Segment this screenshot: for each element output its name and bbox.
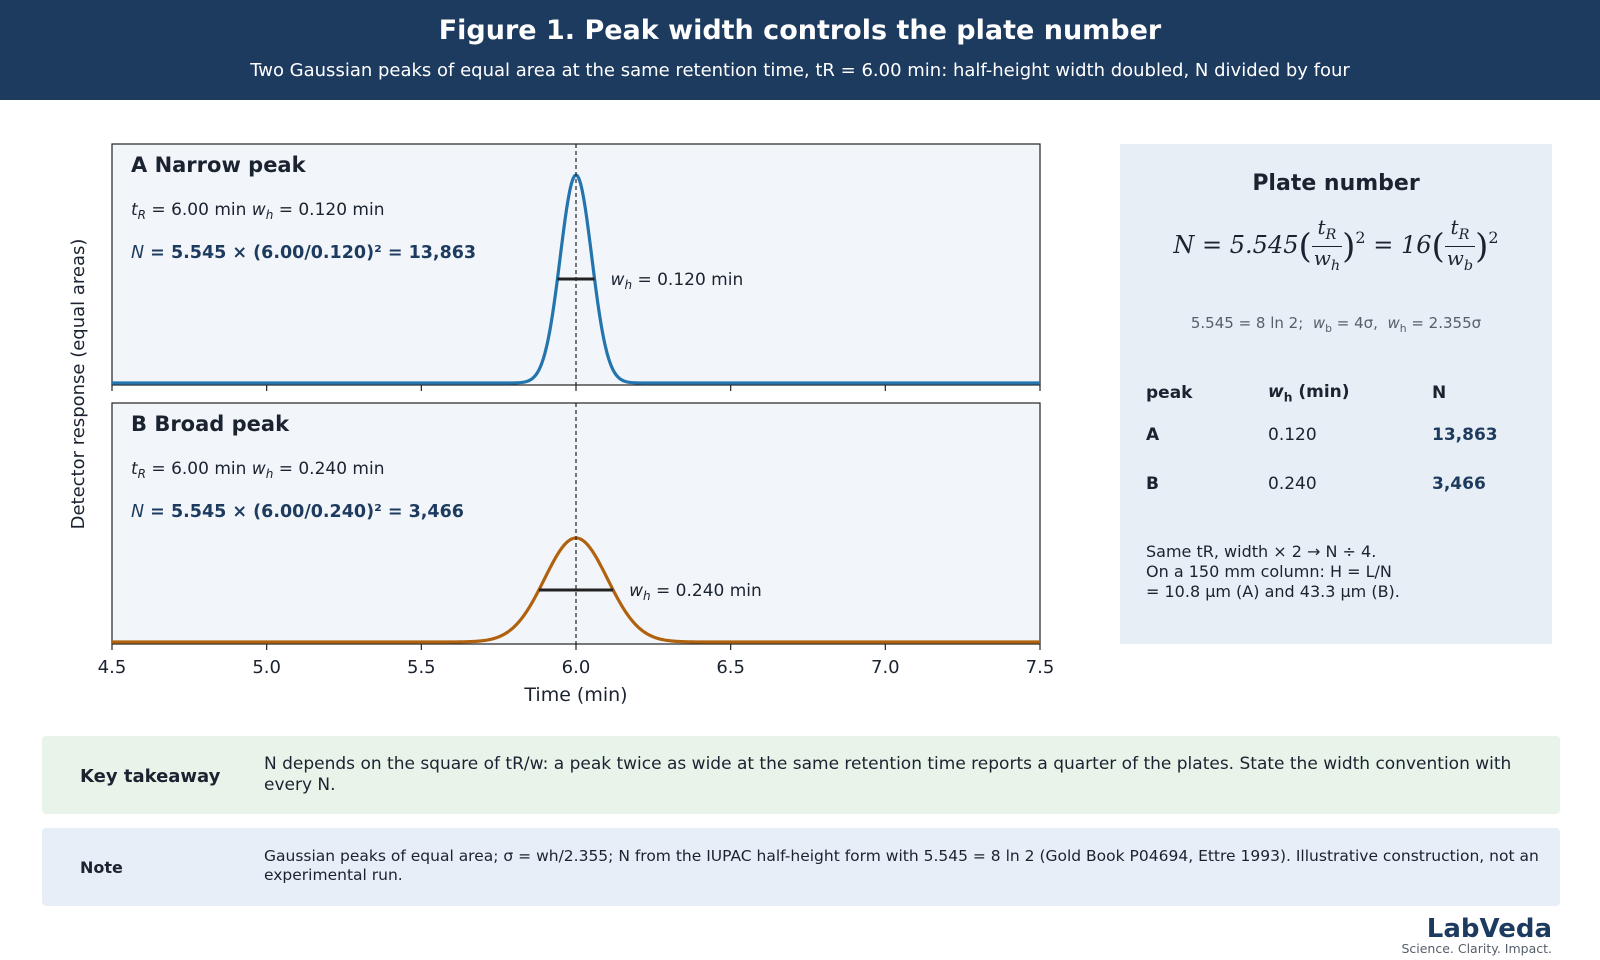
x-tick-label: 5.5 <box>407 657 436 678</box>
figure-header: Figure 1. Peak width controls the plate … <box>0 0 1600 100</box>
plate-number-formula: N = 5.545(tR wh)2 = 16(tR wb)2 <box>1173 215 1499 274</box>
panel-b-title: B Broad peak <box>131 412 290 436</box>
plate-number-table: peak wh (min) N A 0.120 13,863 B 0.240 3… <box>1146 376 1498 508</box>
half-height-width-label: wh = 0.120 min <box>611 270 744 292</box>
table-row: A 0.120 13,863 <box>1146 410 1498 459</box>
formula-mid: = 16 <box>1373 231 1432 259</box>
x-tick-label: 7.5 <box>1026 657 1055 678</box>
x-tick-label: 7.0 <box>871 657 900 678</box>
note-label: Note <box>80 858 123 877</box>
panel-a-equation: N = 5.545 × (6.00/0.120)² = 13,863 <box>131 243 476 263</box>
figure-title: Figure 1. Peak width controls the plate … <box>438 15 1162 46</box>
note-box: Note Gaussian peaks of equal area; σ = w… <box>42 828 1560 906</box>
formula-relations: 5.545 = 8 ln 2; wb = 4σ, wh = 2.355σ <box>1190 314 1482 335</box>
table-cell-wh: 0.240 <box>1268 473 1317 494</box>
table-row: B 0.240 3,466 <box>1146 459 1498 508</box>
table-cell-n: 13,863 <box>1432 424 1498 445</box>
table-cell-n: 3,466 <box>1432 473 1486 494</box>
brand-tagline: Science. Clarity. Impact. <box>1401 941 1552 956</box>
figure-subtitle: Two Gaussian peaks of equal area at the … <box>250 60 1350 81</box>
panel-b-params: tR = 6.00 min wh = 0.240 min <box>131 459 385 481</box>
plate-number-title: Plate number <box>1252 171 1420 196</box>
plate-number-footer: Same tR, width × 2 → N ÷ 4. On a 150 mm … <box>1146 542 1400 601</box>
x-tick-label: 4.5 <box>98 657 127 678</box>
plate-number-panel: Plate number N = 5.545(tR wh)2 = 16(tR wb)… <box>1120 144 1552 644</box>
x-tick-label: 6.0 <box>562 657 591 678</box>
col-n: N <box>1432 383 1447 403</box>
note-text: Gaussian peaks of equal area; σ = wh/2.3… <box>264 847 1539 884</box>
key-takeaway-text: N depends on the square of tR/w: a peak … <box>264 754 1512 795</box>
brand-logo: LabVeda <box>1426 914 1552 944</box>
key-takeaway-label: Key takeaway <box>80 766 221 787</box>
y-axis-label: Detector response (equal areas) <box>68 239 89 530</box>
key-takeaway-box: Key takeaway N depends on the square of … <box>42 736 1560 814</box>
table-cell-peak: A <box>1146 424 1160 445</box>
col-peak: peak <box>1146 383 1193 403</box>
table-cell-peak: B <box>1146 473 1159 494</box>
panel-a-title: A Narrow peak <box>131 153 307 177</box>
chromatogram-chart: wh = 0.120 min A Narrow peak tR = 6.00 min… <box>68 143 1055 706</box>
panel-a-params: tR = 6.00 min wh = 0.120 min <box>131 200 385 222</box>
col-wh: wh (min) <box>1268 381 1350 405</box>
panel-b-equation: N = 5.545 × (6.00/0.240)² = 3,466 <box>131 502 464 522</box>
table-header-row: peak wh (min) N <box>1146 376 1498 410</box>
x-tick-label: 5.0 <box>252 657 281 678</box>
x-tick-label: 6.5 <box>716 657 745 678</box>
table-cell-wh: 0.120 <box>1268 424 1317 445</box>
formula-lhs: N = 5.545 <box>1173 231 1299 259</box>
half-height-width-label: wh = 0.240 min <box>629 581 762 603</box>
x-axis-label: Time (min) <box>523 684 627 706</box>
